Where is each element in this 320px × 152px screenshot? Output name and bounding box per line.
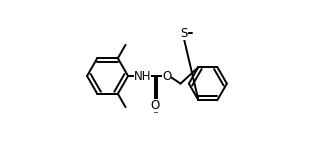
Text: S: S [180, 27, 188, 40]
Text: NH: NH [134, 69, 151, 83]
Text: O: O [150, 99, 159, 112]
Text: O: O [162, 69, 172, 83]
